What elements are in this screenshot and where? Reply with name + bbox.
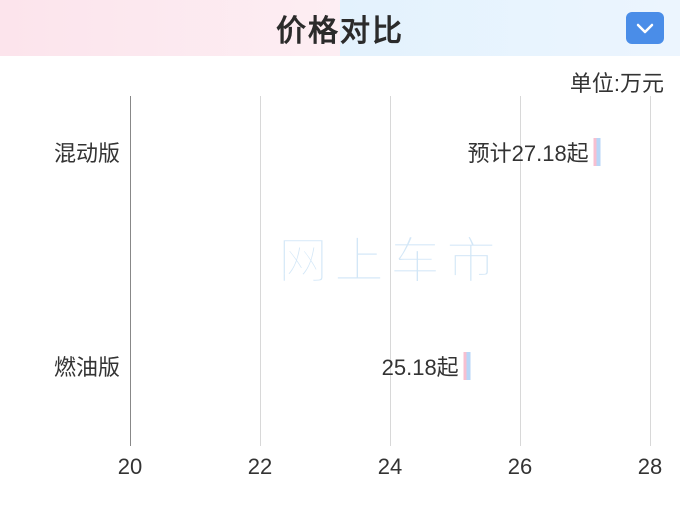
x-tick-label: 28 <box>638 454 662 480</box>
x-tick-label: 20 <box>118 454 142 480</box>
bar-value-label-hybrid: 预计27.18起 <box>130 136 589 168</box>
grid-line <box>650 96 651 446</box>
unit-label: 单位:万元 <box>570 66 664 98</box>
dropdown-button[interactable] <box>626 12 664 44</box>
category-label-hybrid: 混动版 <box>54 136 120 168</box>
bar-value-label-fuel: 25.18起 <box>130 350 459 382</box>
x-tick-label: 24 <box>378 454 402 480</box>
page-title: 价格对比 <box>276 6 404 50</box>
chart-area: 网上车市 2022242628预计27.18起25.18起 混动版燃油版 <box>0 96 680 478</box>
chevron-down-icon <box>636 22 654 34</box>
bar-marker-fuel <box>463 352 470 380</box>
x-tick-label: 26 <box>508 454 532 480</box>
header-bar: 价格对比 <box>0 0 680 56</box>
plot-region: 网上车市 2022242628预计27.18起25.18起 <box>130 96 650 446</box>
category-label-fuel: 燃油版 <box>54 350 120 382</box>
bar-marker-hybrid <box>593 138 600 166</box>
x-tick-label: 22 <box>248 454 272 480</box>
